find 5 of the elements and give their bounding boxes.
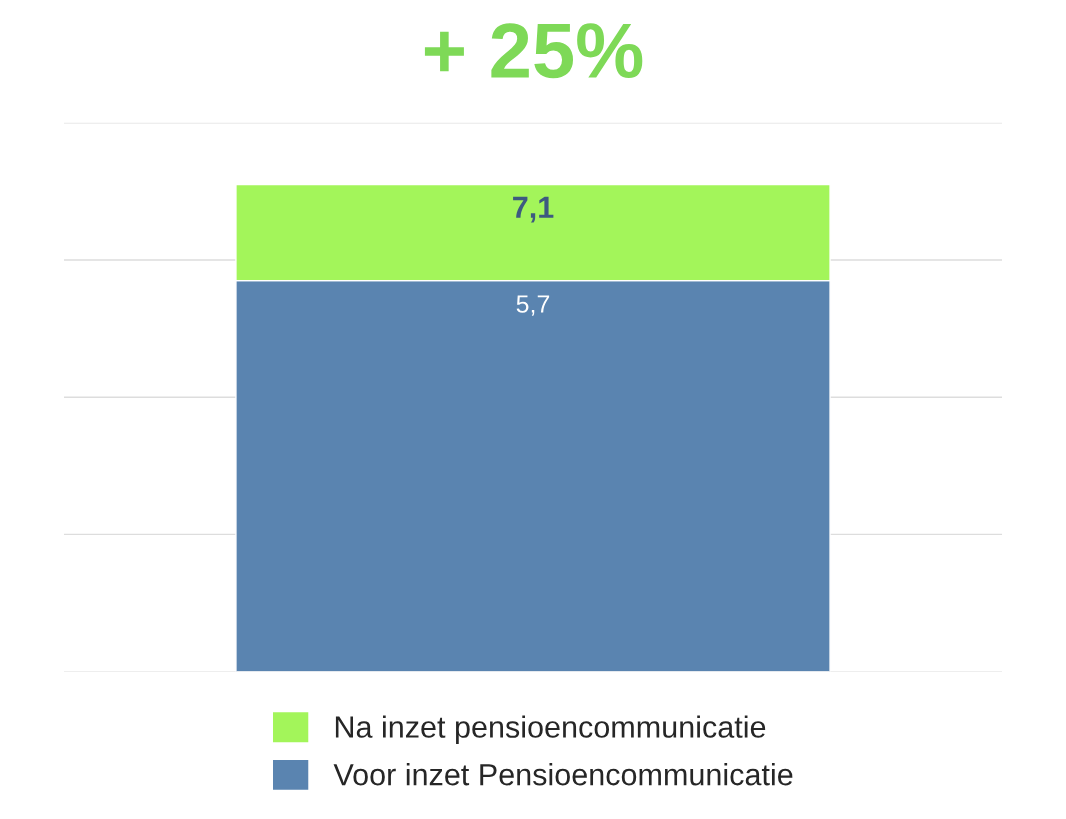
chart-title: + 25% [424,23,643,79]
total-label: 7,1 [513,196,554,223]
legend-label: Voor inzet Pensioencommunicatie [333,763,793,786]
legend-label: Na inzet pensioencommunicatie [335,715,766,744]
data-label: 5,7 [516,295,550,316]
